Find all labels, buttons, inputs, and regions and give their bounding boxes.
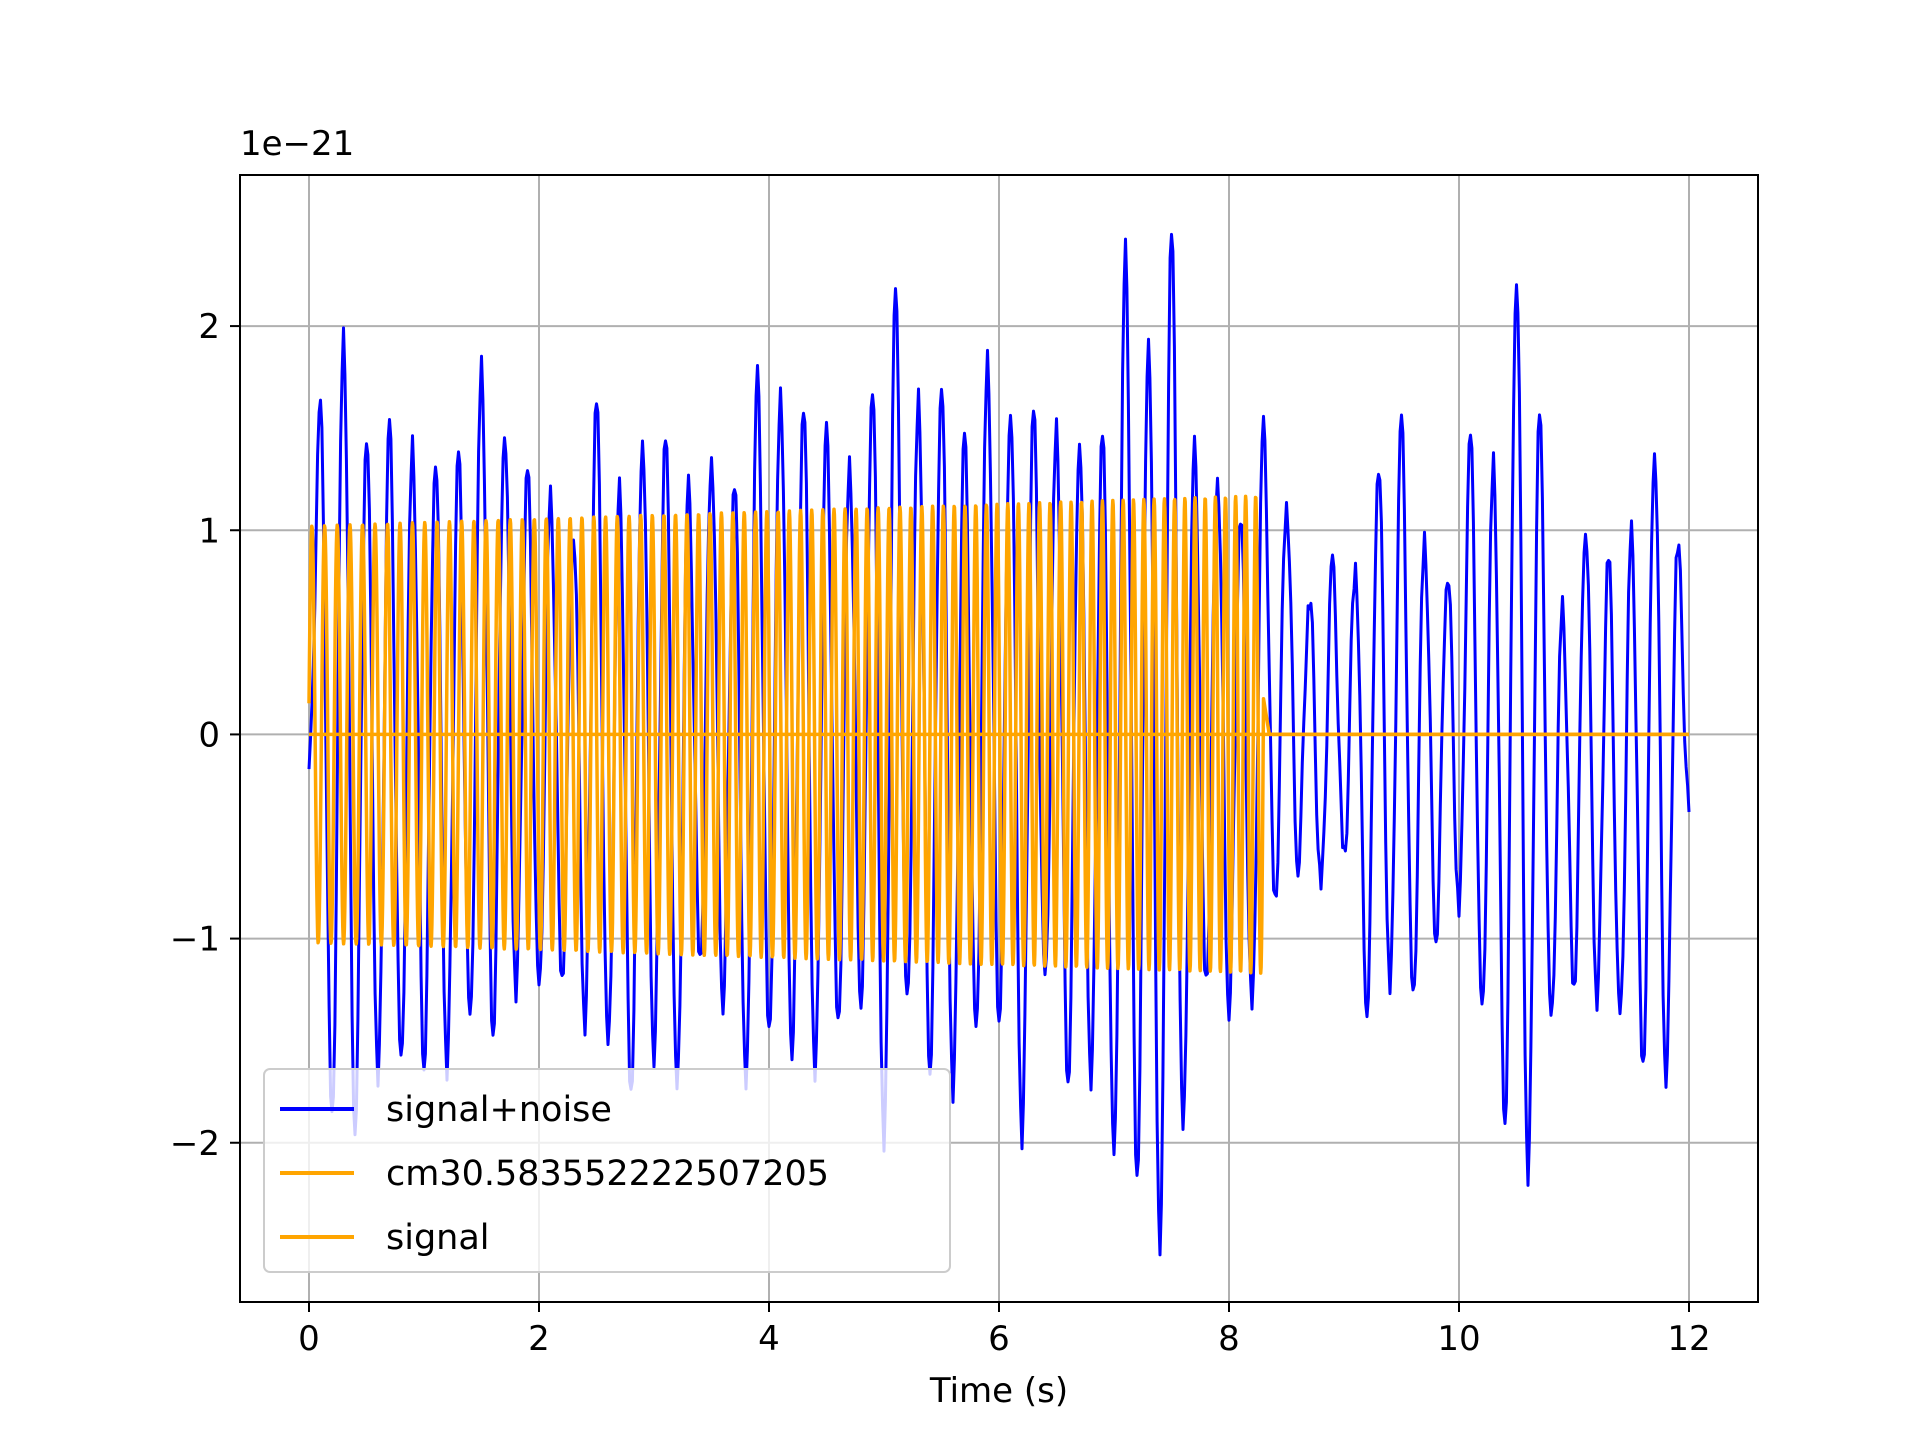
x-tick-label: 0 (298, 1319, 320, 1359)
series-signal-line (307, 494, 1689, 975)
x-tick-label: 8 (1218, 1319, 1240, 1359)
legend-box (263, 1068, 951, 1273)
x-tick-label: 2 (528, 1319, 550, 1359)
y-tick-label: 1 (198, 511, 220, 551)
series-layer (307, 232, 1691, 1257)
x-tick-label: 6 (988, 1319, 1010, 1359)
y-tick-label: 0 (198, 715, 220, 755)
legend: signal+noise cm30.583552222507205 signal (263, 1068, 951, 1273)
y-tick-label: −1 (170, 920, 220, 960)
x-tick-label: 4 (758, 1319, 780, 1359)
legend-label: signal (386, 1218, 490, 1258)
x-axis-label: Time (s) (929, 1371, 1068, 1411)
y-offset-text: 1e−21 (240, 124, 354, 164)
x-tick-label: 10 (1437, 1319, 1480, 1359)
legend-label: signal+noise (386, 1090, 612, 1130)
series-signal-noise-line (307, 232, 1691, 1257)
legend-label: cm30.583552222507205 (386, 1154, 829, 1194)
x-tick-label: 12 (1667, 1319, 1710, 1359)
y-tick-label: 2 (198, 307, 220, 347)
y-tick-label: −2 (170, 1124, 220, 1164)
